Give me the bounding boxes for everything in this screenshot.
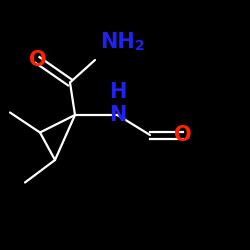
Text: NH: NH: [100, 32, 135, 52]
Text: O: O: [29, 50, 46, 70]
Text: O: O: [174, 125, 191, 145]
Text: 2: 2: [135, 39, 145, 53]
Text: N: N: [109, 105, 126, 125]
Text: H: H: [109, 82, 126, 102]
